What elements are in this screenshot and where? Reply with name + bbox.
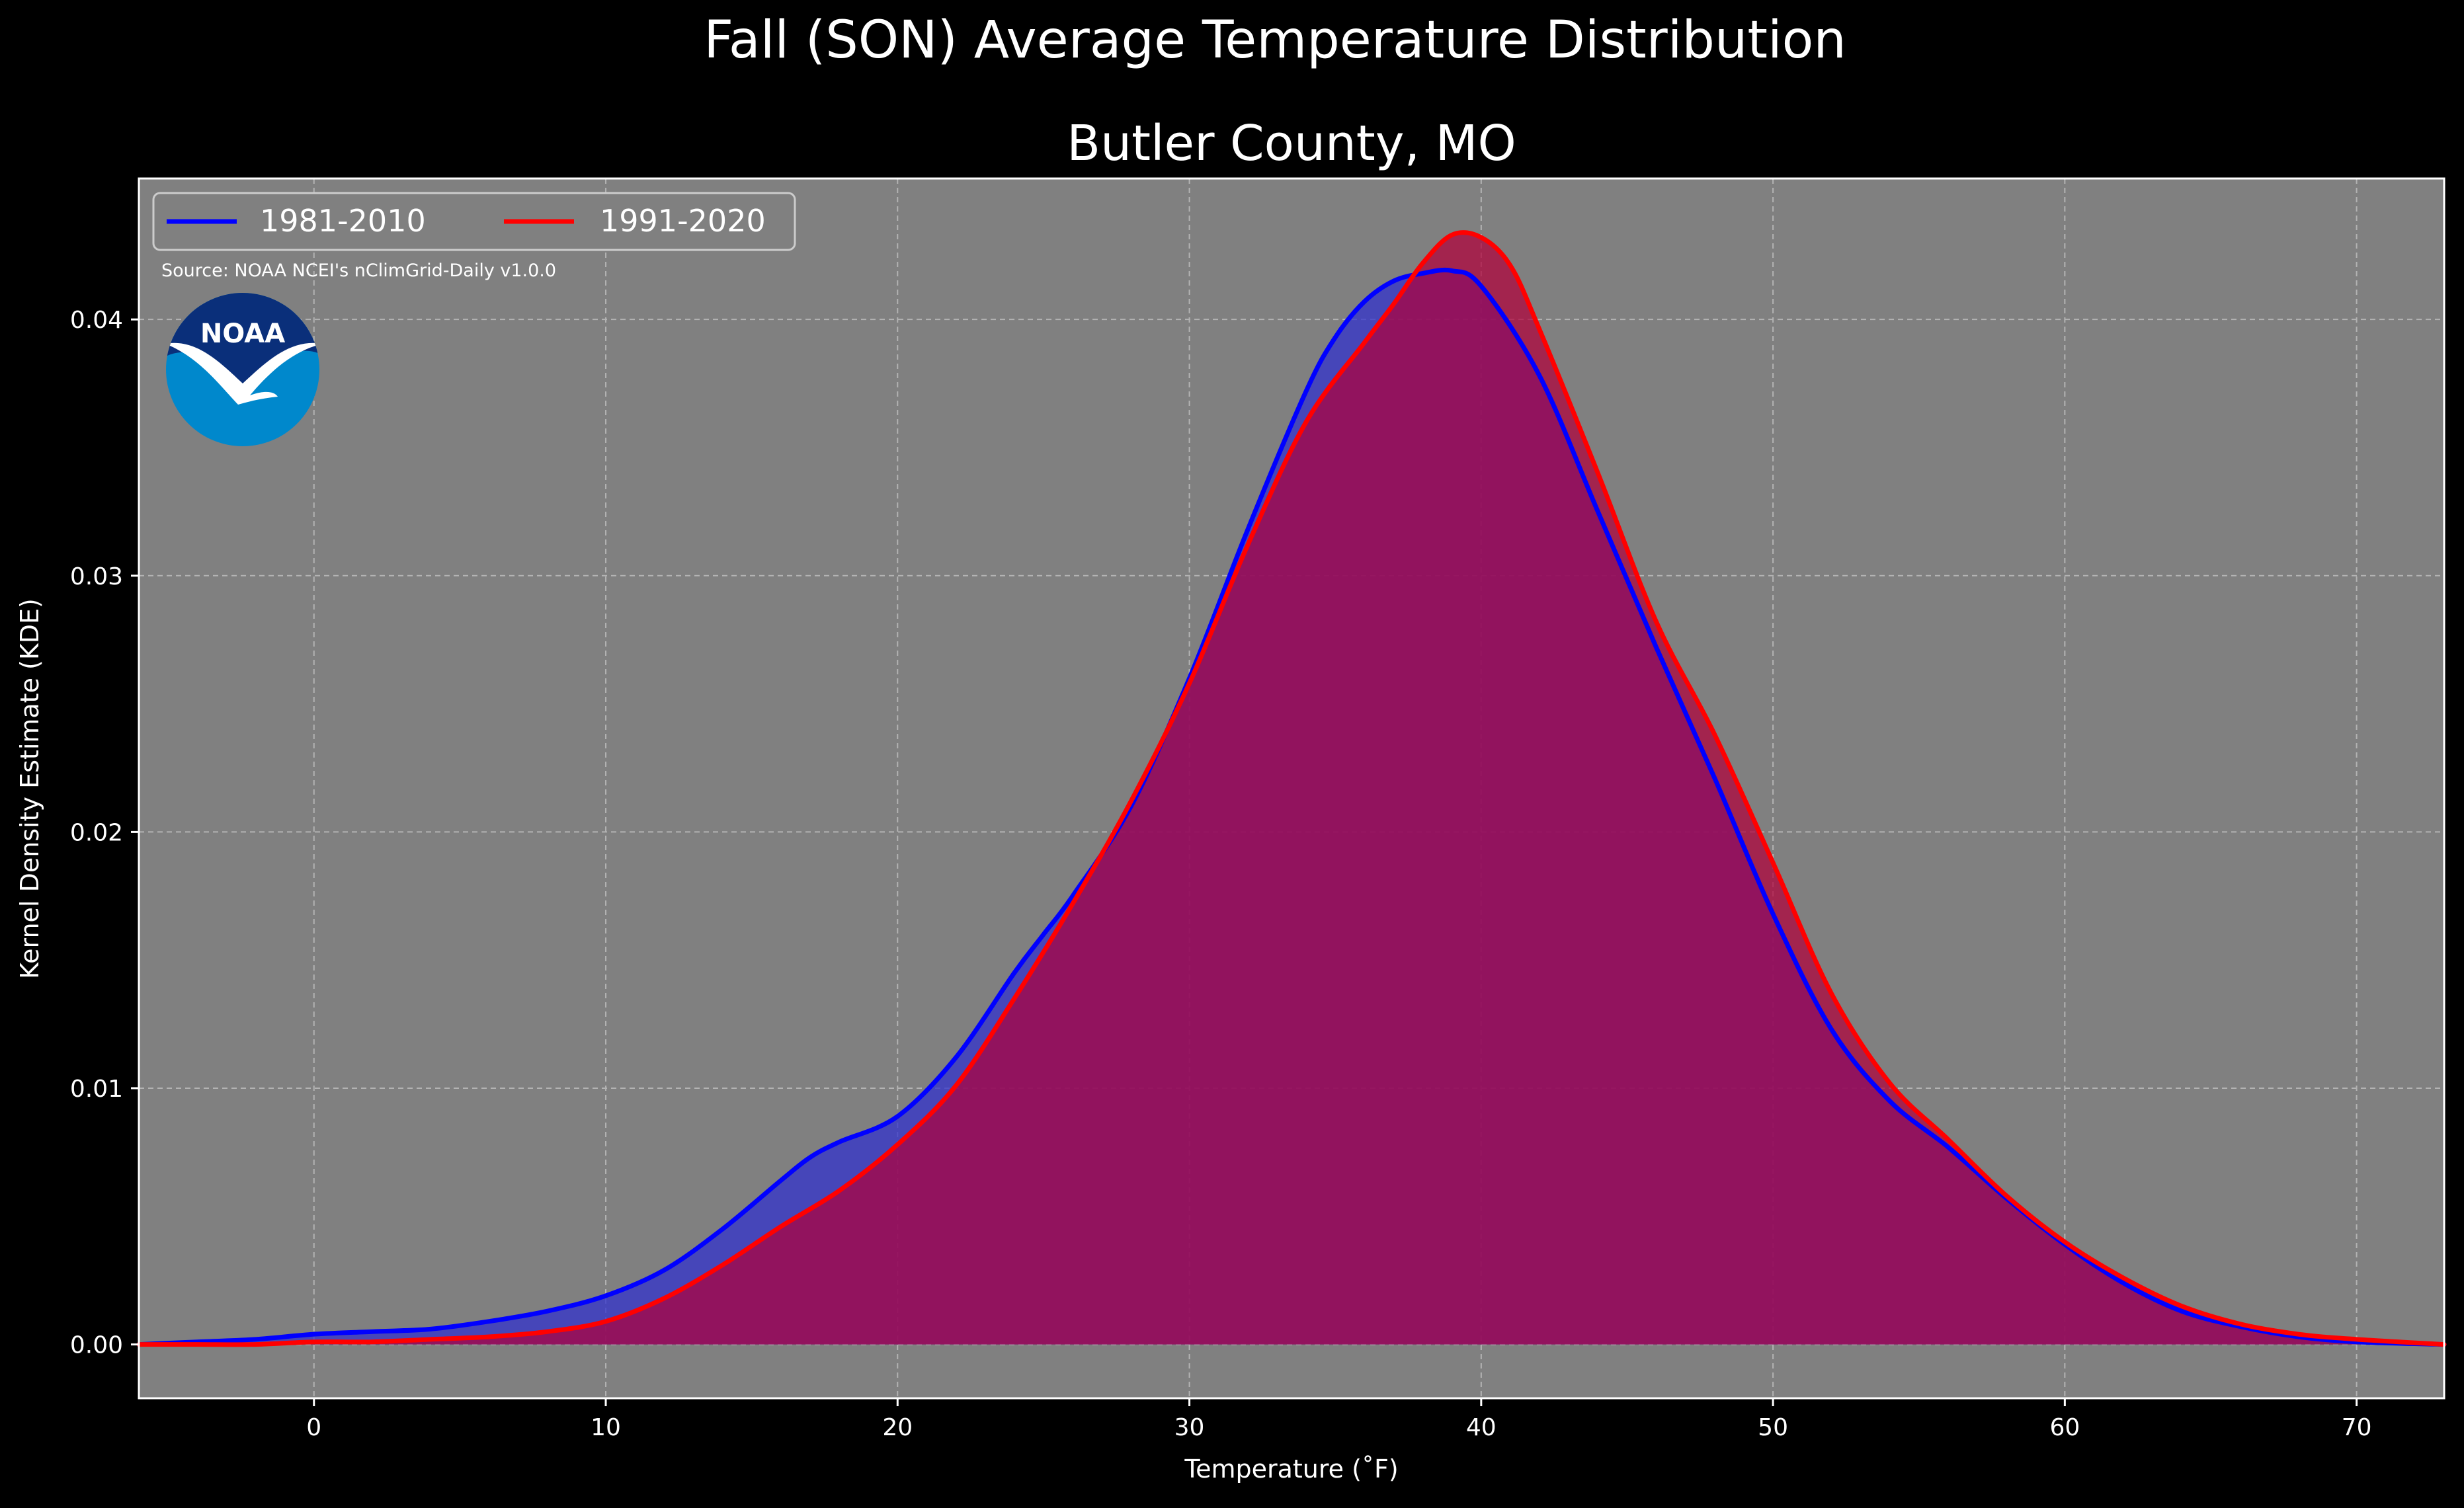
source-note: Source: NOAA NCEI's nClimGrid-Daily v1.0… <box>161 260 556 281</box>
y-tick-label: 0.01 <box>70 1076 123 1103</box>
chart-title: Butler County, MO <box>1067 115 1516 172</box>
noaa-logo-text: NOAA <box>200 319 285 349</box>
x-tick-label: 20 <box>882 1414 913 1441</box>
y-axis-ticks: 0.00 0.01 0.02 0.03 0.04 <box>70 307 139 1359</box>
x-tick-label: 70 <box>2342 1414 2372 1441</box>
y-tick-label: 0.00 <box>70 1332 123 1359</box>
x-tick-label: 40 <box>1466 1414 1497 1441</box>
x-tick-label: 60 <box>2049 1414 2080 1441</box>
density-lines <box>136 230 2447 1347</box>
x-tick-label: 0 <box>306 1414 321 1441</box>
density-line-1981-2010 <box>136 267 2447 1347</box>
plot-frame <box>138 177 2445 1400</box>
legend-label-1991-2020: 1991-2020 <box>600 203 766 239</box>
figure-suptitle: Fall (SON) Average Temperature Distribut… <box>704 11 1846 70</box>
legend: 1981-2010 1991-2020 <box>152 192 796 251</box>
y-tick-label: 0.03 <box>70 563 123 590</box>
x-tick-label: 10 <box>591 1414 621 1441</box>
y-tick-label: 0.02 <box>70 819 123 846</box>
y-axis-label: Kernel Density Estimate (KDE) <box>15 598 44 979</box>
density-fills <box>139 232 2444 1345</box>
y-tick-label: 0.04 <box>70 307 123 334</box>
x-tick-label: 50 <box>1758 1414 1788 1441</box>
legend-label-1981-2010: 1981-2010 <box>260 203 426 239</box>
x-axis-ticks: 0 10 20 30 40 50 60 70 <box>306 1398 2372 1441</box>
density-fill-1991-2020 <box>139 232 2444 1345</box>
x-tick-label: 30 <box>1174 1414 1205 1441</box>
noaa-logo-gull <box>166 342 319 405</box>
x-axis-label: Temperature (˚F) <box>1184 1454 1398 1484</box>
legend-box <box>152 192 796 251</box>
density-line-1991-2020 <box>136 230 2447 1347</box>
